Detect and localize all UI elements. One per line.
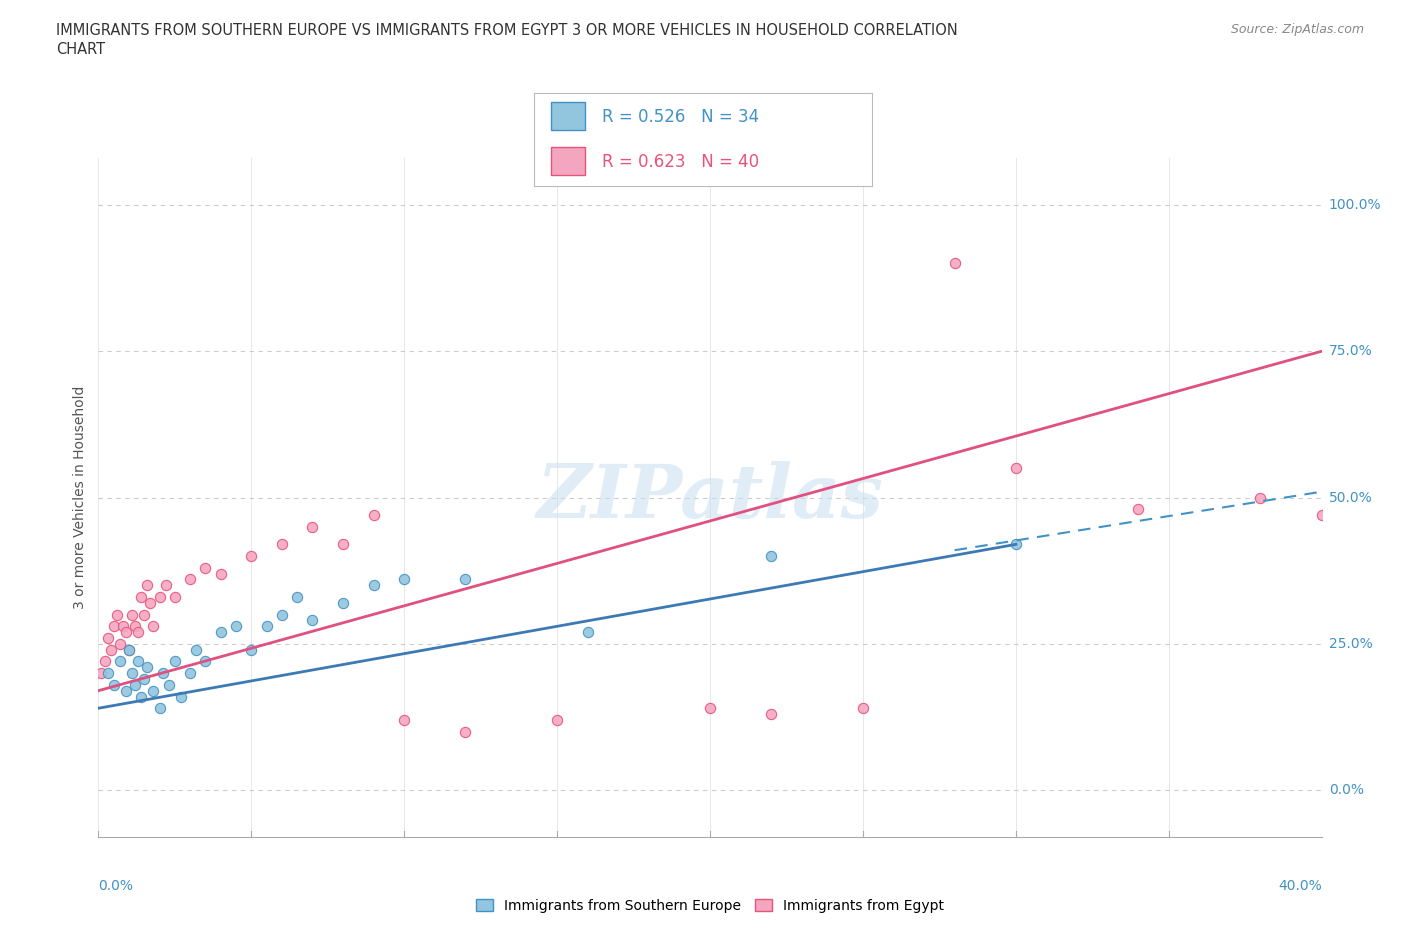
Point xyxy=(270,537,294,551)
Point xyxy=(186,643,208,658)
Point xyxy=(179,572,201,587)
Point xyxy=(546,712,568,727)
Text: IMMIGRANTS FROM SOUTHERN EUROPE VS IMMIGRANTS FROM EGYPT 3 OR MORE VEHICLES IN H: IMMIGRANTS FROM SOUTHERN EUROPE VS IMMIG… xyxy=(56,23,957,38)
Point xyxy=(142,684,165,698)
Text: CHART: CHART xyxy=(56,42,105,57)
Point xyxy=(454,572,477,587)
Point xyxy=(943,256,966,271)
Y-axis label: 3 or more Vehicles in Household: 3 or more Vehicles in Household xyxy=(73,386,87,609)
Point xyxy=(301,519,323,534)
Point xyxy=(124,677,146,692)
Point xyxy=(134,607,156,622)
Point xyxy=(240,643,263,658)
Point xyxy=(761,707,783,722)
Point xyxy=(115,684,138,698)
Point xyxy=(240,549,263,564)
Point xyxy=(121,666,143,681)
Point xyxy=(108,654,131,669)
Point xyxy=(149,590,172,604)
Point xyxy=(1310,508,1333,523)
Text: 75.0%: 75.0% xyxy=(1329,344,1372,358)
Text: ZIPatlas: ZIPatlas xyxy=(537,461,883,534)
Point xyxy=(454,724,477,739)
Point xyxy=(118,643,141,658)
Text: 25.0%: 25.0% xyxy=(1329,637,1372,651)
Point xyxy=(209,566,232,581)
Text: 40.0%: 40.0% xyxy=(1278,879,1322,893)
Point xyxy=(124,618,146,633)
Point xyxy=(1004,537,1026,551)
Point xyxy=(90,666,112,681)
Point xyxy=(194,654,217,669)
Point xyxy=(127,625,149,640)
Legend: Immigrants from Southern Europe, Immigrants from Egypt: Immigrants from Southern Europe, Immigra… xyxy=(471,893,949,918)
Point xyxy=(170,689,193,704)
Point xyxy=(129,590,152,604)
Point xyxy=(157,677,180,692)
Point xyxy=(97,631,120,645)
Point xyxy=(134,671,156,686)
Point xyxy=(97,666,120,681)
Point xyxy=(163,590,186,604)
Point xyxy=(194,561,217,576)
Point xyxy=(363,508,385,523)
Point xyxy=(152,666,174,681)
Text: R = 0.623   N = 40: R = 0.623 N = 40 xyxy=(602,153,759,171)
Point xyxy=(209,625,232,640)
Point xyxy=(285,590,308,604)
Point xyxy=(699,701,721,716)
Point xyxy=(142,618,165,633)
Point xyxy=(225,618,247,633)
Point xyxy=(136,578,159,592)
Point xyxy=(118,643,141,658)
Point xyxy=(100,643,122,658)
Point xyxy=(270,607,294,622)
Point xyxy=(127,654,149,669)
Point xyxy=(105,607,128,622)
Point xyxy=(332,595,354,610)
Point xyxy=(1128,502,1150,517)
Point xyxy=(111,618,134,633)
Point xyxy=(108,636,131,651)
Point xyxy=(129,689,152,704)
Point xyxy=(301,613,323,628)
Bar xyxy=(551,147,585,175)
Text: 100.0%: 100.0% xyxy=(1329,198,1381,212)
Bar xyxy=(551,102,585,130)
Point xyxy=(1004,461,1026,476)
Point xyxy=(179,666,201,681)
Text: 0.0%: 0.0% xyxy=(1329,783,1364,797)
Point xyxy=(103,677,125,692)
Point xyxy=(163,654,186,669)
Point xyxy=(93,654,115,669)
Point xyxy=(852,701,875,716)
Point xyxy=(1250,490,1272,505)
Point xyxy=(363,578,385,592)
Text: 50.0%: 50.0% xyxy=(1329,490,1372,505)
Point xyxy=(139,595,162,610)
Text: 0.0%: 0.0% xyxy=(98,879,134,893)
Point xyxy=(392,572,416,587)
Point xyxy=(332,537,354,551)
Text: R = 0.526   N = 34: R = 0.526 N = 34 xyxy=(602,108,759,126)
Point xyxy=(576,625,599,640)
Point xyxy=(136,660,159,675)
Point xyxy=(155,578,177,592)
Point xyxy=(256,618,278,633)
Text: Source: ZipAtlas.com: Source: ZipAtlas.com xyxy=(1230,23,1364,36)
Point xyxy=(392,712,416,727)
Point xyxy=(761,549,783,564)
Point xyxy=(149,701,172,716)
Point xyxy=(115,625,138,640)
Point xyxy=(103,618,125,633)
Point xyxy=(121,607,143,622)
